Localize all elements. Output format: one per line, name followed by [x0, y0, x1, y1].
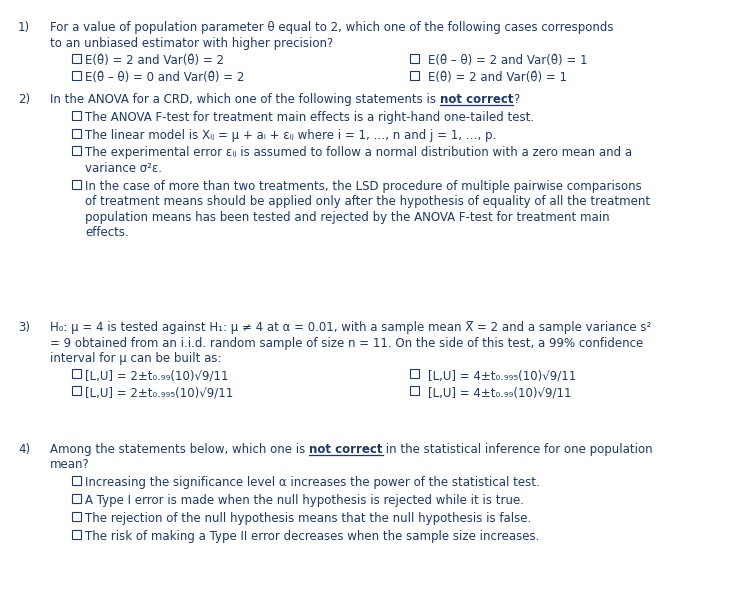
Bar — [72, 180, 81, 189]
Text: The experimental error εᵢⱼ is assumed to follow a normal distribution with a zer: The experimental error εᵢⱼ is assumed to… — [85, 147, 632, 159]
Bar — [72, 494, 81, 503]
Bar — [410, 54, 419, 63]
Text: In the ANOVA for a CRD, which one of the following statements is: In the ANOVA for a CRD, which one of the… — [50, 93, 439, 106]
Text: The risk of making a Type II error decreases when the sample size increases.: The risk of making a Type II error decre… — [85, 530, 539, 543]
Bar — [72, 369, 81, 378]
Text: not correct: not correct — [309, 443, 383, 456]
Text: 2): 2) — [18, 93, 30, 106]
Text: population means has been tested and rejected by the ANOVA F-test for treatment : population means has been tested and rej… — [85, 211, 610, 224]
Bar — [72, 512, 81, 521]
Text: 4): 4) — [18, 443, 30, 456]
Text: The ANOVA F-test for treatment main effects is a right-hand one-tailed test.: The ANOVA F-test for treatment main effe… — [85, 111, 534, 124]
Bar — [410, 386, 419, 395]
Text: Increasing the significance level α increases the power of the statistical test.: Increasing the significance level α incr… — [85, 476, 539, 489]
Text: effects.: effects. — [85, 226, 128, 239]
Text: A Type I error is made when the null hypothesis is rejected while it is true.: A Type I error is made when the null hyp… — [85, 494, 524, 507]
Bar — [72, 530, 81, 539]
Bar — [72, 386, 81, 395]
Text: [L,U] = 4±t₀.₉₉(10)√9/11: [L,U] = 4±t₀.₉₉(10)√9/11 — [428, 386, 572, 399]
Text: variance σ²ε.: variance σ²ε. — [85, 162, 162, 175]
Text: The rejection of the null hypothesis means that the null hypothesis is false.: The rejection of the null hypothesis mea… — [85, 512, 531, 525]
Text: interval for μ can be built as:: interval for μ can be built as: — [50, 352, 221, 365]
Bar — [72, 54, 81, 63]
Text: [L,U] = 2±t₀.₉₉(10)√9/11: [L,U] = 2±t₀.₉₉(10)√9/11 — [85, 369, 228, 382]
Text: The linear model is Xᵢⱼ = μ + aᵢ + εᵢⱼ where i = 1, …, n and j = 1, …, p.: The linear model is Xᵢⱼ = μ + aᵢ + εᵢⱼ w… — [85, 128, 496, 142]
Text: E(θ̂ – θ) = 2 and Var(θ̂) = 1: E(θ̂ – θ) = 2 and Var(θ̂) = 1 — [428, 54, 588, 66]
Text: in the statistical inference for one population: in the statistical inference for one pop… — [383, 443, 653, 456]
Bar — [72, 71, 81, 80]
Text: For a value of population parameter θ equal to 2, which one of the following cas: For a value of population parameter θ eq… — [50, 21, 613, 34]
Bar — [410, 71, 419, 80]
Text: [L,U] = 4±t₀.₉₉₅(10)√9/11: [L,U] = 4±t₀.₉₉₅(10)√9/11 — [428, 369, 576, 382]
Text: 3): 3) — [18, 321, 30, 334]
Text: 1): 1) — [18, 21, 30, 34]
Bar — [410, 369, 419, 378]
Bar — [72, 128, 81, 137]
Text: ?: ? — [513, 93, 520, 106]
Bar — [72, 476, 81, 485]
Bar — [72, 147, 81, 156]
Text: E(θ̂) = 2 and Var(θ̂) = 1: E(θ̂) = 2 and Var(θ̂) = 1 — [428, 71, 567, 84]
Text: [L,U] = 2±t₀.₉₉₅(10)√9/11: [L,U] = 2±t₀.₉₉₅(10)√9/11 — [85, 386, 234, 399]
Text: of treatment means should be applied only after the hypothesis of equality of al: of treatment means should be applied onl… — [85, 195, 650, 208]
Text: E(θ̂) = 2 and Var(θ̂) = 2: E(θ̂) = 2 and Var(θ̂) = 2 — [85, 54, 224, 66]
Text: H₀: μ = 4 is tested against H₁: μ ≠ 4 at α = 0.01, with a sample mean X̅ = 2 and: H₀: μ = 4 is tested against H₁: μ ≠ 4 at… — [50, 321, 651, 334]
Text: = 9 obtained from an i.i.d. random sample of size n = 11. On the side of this te: = 9 obtained from an i.i.d. random sampl… — [50, 336, 643, 350]
Text: Among the statements below, which one is: Among the statements below, which one is — [50, 443, 309, 456]
Bar — [72, 111, 81, 120]
Text: mean?: mean? — [50, 458, 90, 472]
Text: E(θ̂ – θ) = 0 and Var(θ̂) = 2: E(θ̂ – θ) = 0 and Var(θ̂) = 2 — [85, 71, 245, 84]
Text: not correct: not correct — [439, 93, 513, 106]
Text: In the case of more than two treatments, the LSD procedure of multiple pairwise : In the case of more than two treatments,… — [85, 180, 642, 193]
Text: to an unbiased estimator with higher precision?: to an unbiased estimator with higher pre… — [50, 37, 334, 49]
